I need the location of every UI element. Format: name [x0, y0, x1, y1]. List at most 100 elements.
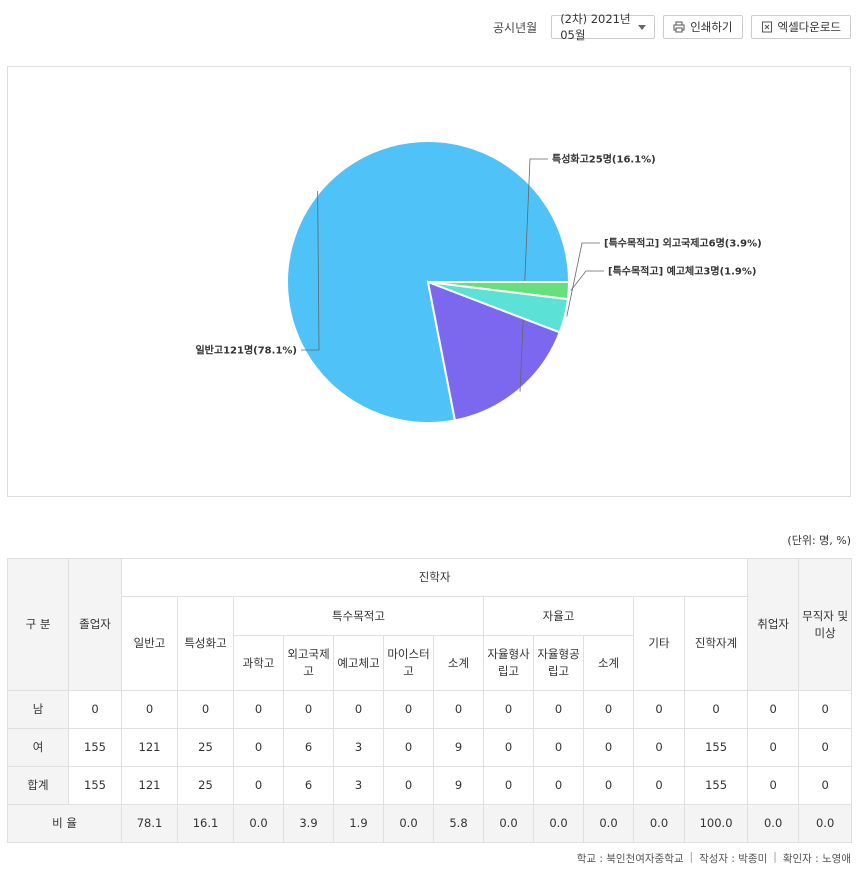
ratio-cell: 0.0 — [798, 804, 853, 843]
header-general: 일반고 — [121, 596, 178, 691]
table-cell: 0 — [233, 728, 284, 767]
table-cell: 0 — [483, 766, 534, 805]
table-cell: 0 — [233, 690, 284, 729]
header-advance: 진학자 — [120, 558, 749, 597]
ratio-cell: 16.1 — [177, 804, 234, 843]
table-cell: 155 — [683, 766, 749, 805]
ratio-cell: 78.1 — [121, 804, 178, 843]
chart-panel: 일반고121명(78.1%) 특성화고25명(16.1%) [특수목적고] 외고국제… — [7, 66, 851, 497]
table-cell: 0 — [483, 690, 534, 729]
table-cell: 0 — [633, 690, 685, 729]
table-cell: 0 — [633, 728, 685, 767]
period-label: 공시년월 — [493, 20, 538, 35]
table-cell: 3 — [333, 728, 384, 767]
ratio-cell: 3.9 — [283, 804, 334, 843]
chevron-down-icon — [638, 24, 647, 30]
table-cell: 0 — [633, 766, 685, 805]
ratio-label: 비 율 — [7, 804, 122, 843]
table-cell: 25 — [177, 766, 234, 805]
ratio-cell: 0.0 — [747, 804, 800, 843]
table-cell: 0 — [747, 690, 800, 729]
table-cell: 121 — [121, 766, 178, 805]
table-cell: 0 — [283, 690, 334, 729]
table-cell: 0 — [583, 728, 634, 767]
table-cell: 0 — [483, 728, 534, 767]
row-label: 여 — [7, 728, 69, 767]
slice-label: 일반고121명(78.1%) — [195, 344, 297, 357]
period-select[interactable]: (2차) 2021년 05월 — [551, 12, 656, 42]
ratio-cell: 1.9 — [333, 804, 384, 843]
table-cell: 0 — [747, 766, 800, 805]
table-row: 여 155 121 25 0 6 3 0 9 0 0 0 0 155 0 0 — [7, 728, 853, 767]
table-cell: 6 — [283, 766, 334, 805]
footer-confirm: 확인자 : 노영애 — [782, 853, 851, 865]
footer-separator: | — [773, 851, 777, 863]
ratio-row: 비 율 78.1 16.1 0.0 3.9 1.9 0.0 5.8 0.0 0.… — [7, 804, 853, 843]
footer-separator: | — [689, 851, 694, 863]
excel-icon — [761, 21, 772, 33]
ratio-cell: 0.0 — [633, 804, 685, 843]
table-cell: 0 — [533, 766, 584, 805]
footer-info: 학교 : 북인천여자중학교 | 작성자 : 박종미 | 확인자 : 노영애 — [577, 851, 851, 866]
table-cell: 0 — [383, 766, 434, 805]
table-cell: 25 — [177, 728, 234, 767]
slice-label: [특수목적고] 외고국제고6명(3.9%) — [604, 237, 762, 250]
excel-label: 엑셀다운로드 — [777, 20, 841, 34]
table-cell: 6 — [283, 728, 334, 767]
table-cell: 0 — [121, 690, 178, 729]
footer-school: 학교 : 북인천여자중학교 — [576, 853, 684, 865]
pie-chart: 일반고121명(78.1%) 특성화고25명(16.1%) [특수목적고] 외고국제… — [195, 140, 762, 424]
table-row: 합계 155 121 25 0 6 3 0 9 0 0 0 0 155 0 0 — [7, 766, 853, 805]
header-autonomous: 자율고 — [483, 596, 634, 636]
ratio-cell: 0.0 — [533, 804, 584, 843]
table-cell: 0 — [583, 690, 634, 729]
table-cell: 0 — [383, 690, 434, 729]
header-auto-public: 자율형공립고 — [533, 635, 584, 691]
table-cell: 0 — [333, 690, 384, 729]
table-cell: 0 — [533, 728, 584, 767]
ratio-cell: 100.0 — [683, 804, 749, 843]
leader-line — [566, 242, 600, 317]
table-cell: 0 — [177, 690, 234, 729]
header-special: 특수목적고 — [233, 596, 484, 636]
pie-slice — [426, 280, 562, 422]
printer-icon — [673, 21, 685, 33]
print-button[interactable]: 인쇄하기 — [663, 15, 743, 39]
table-cell: 0 — [798, 690, 853, 729]
unit-note: (단위: 명, %) — [787, 534, 851, 547]
pie-slice — [286, 140, 571, 424]
header-subtotal-auto: 소계 — [583, 635, 634, 691]
table-cell: 0 — [747, 728, 800, 767]
header-other: 기타 — [633, 596, 685, 691]
table-cell: 9 — [433, 728, 484, 767]
row-label: 남 — [7, 690, 69, 729]
print-label: 인쇄하기 — [690, 20, 733, 34]
table-cell: 0 — [798, 728, 853, 767]
ratio-cell: 0.0 — [383, 804, 434, 843]
header-gubun: 구 분 — [7, 558, 69, 691]
header-subtotal-special: 소계 — [433, 635, 484, 691]
ratio-cell: 0.0 — [583, 804, 634, 843]
table-cell: 155 — [68, 728, 122, 767]
table-cell: 0 — [798, 766, 853, 805]
statistics-table: 구 분 졸업자 진학자 취업자 무직자 및 미상 일반고 특성화고 특수목적고 … — [7, 558, 853, 843]
slice-label: 특성화고25명(16.1%) — [552, 153, 656, 166]
table-cell: 0 — [68, 690, 122, 729]
toolbar: 공시년월 (2차) 2021년 05월 인쇄하기 엑셀다운로드 — [493, 12, 851, 42]
table-cell: 9 — [433, 766, 484, 805]
leader-line — [570, 270, 604, 291]
table-cell: 0 — [683, 690, 749, 729]
footer-author: 작성자 : 박종미 — [699, 853, 768, 865]
slice-label: [특수목적고] 예고체고3명(1.9%) — [608, 265, 756, 278]
table-cell: 155 — [683, 728, 749, 767]
pie-slice — [427, 281, 571, 301]
header-meister: 마이스터고 — [383, 635, 434, 691]
table-cell: 0 — [233, 766, 284, 805]
excel-download-button[interactable]: 엑셀다운로드 — [750, 15, 851, 39]
table-cell: 0 — [533, 690, 584, 729]
header-foreign: 외고국제고 — [283, 635, 334, 691]
table-cell: 0 — [583, 766, 634, 805]
header-graduates: 졸업자 — [68, 558, 122, 691]
table-cell: 121 — [121, 728, 178, 767]
